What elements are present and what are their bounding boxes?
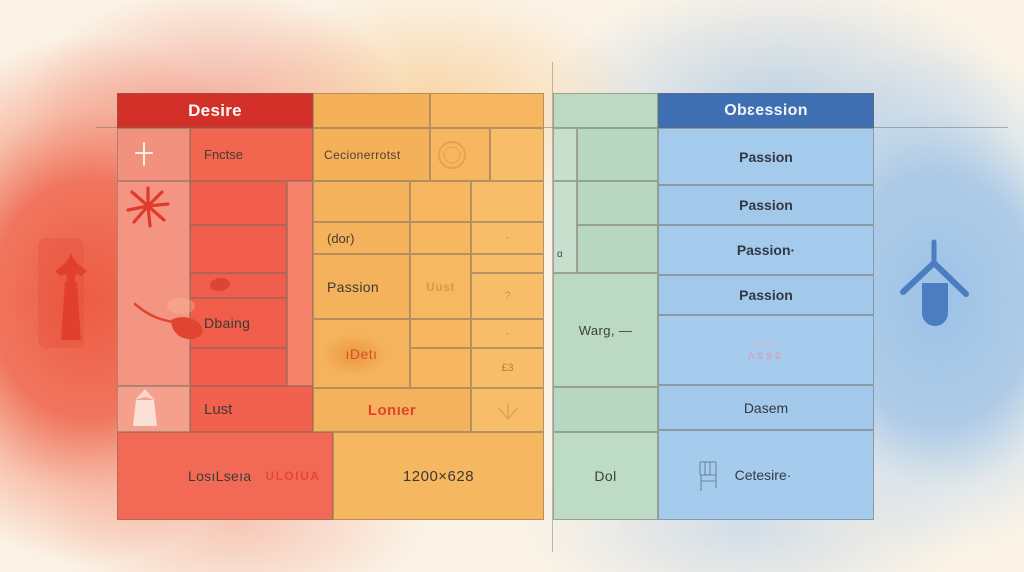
passion-cell-1: Passion bbox=[658, 128, 874, 185]
dot-cell-b: · bbox=[471, 319, 544, 348]
idet-cell: ıDetı bbox=[313, 319, 410, 388]
question-cell: ? bbox=[471, 273, 544, 319]
lust-cell: Lust bbox=[190, 386, 313, 432]
warg-cell: Warg, — bbox=[553, 273, 658, 387]
orange-blank-r2b bbox=[410, 181, 471, 222]
passion-label-2: Passion bbox=[739, 197, 793, 213]
dot-glyph-b: · bbox=[505, 327, 510, 340]
green-main-1 bbox=[577, 128, 658, 181]
orange-blank-r2a bbox=[313, 181, 410, 222]
bottom-red-cell: LosıLseıa ULOIUA bbox=[117, 432, 333, 520]
sparkle-cell bbox=[471, 388, 544, 432]
dol-label: Dol bbox=[594, 468, 617, 484]
obsession-title: Obɛession bbox=[724, 101, 808, 119]
header-blank-orange-b bbox=[430, 93, 544, 128]
a-glyph: ɑ bbox=[557, 249, 563, 260]
passion-label-3: Passion· bbox=[736, 242, 796, 258]
desire-title: Desire bbox=[188, 100, 242, 120]
red-blank-1 bbox=[190, 181, 287, 225]
house-hanger-icon bbox=[900, 239, 969, 326]
passion-label-1: Passion bbox=[739, 148, 793, 165]
circle-icon-cell bbox=[430, 128, 490, 181]
orange-blank-r2c bbox=[471, 181, 544, 222]
green-blank-3 bbox=[553, 387, 658, 432]
passion-cell-2: Passion bbox=[658, 185, 874, 225]
orange-blank-r3b bbox=[410, 222, 471, 254]
cetesire-label: Cetesire· bbox=[734, 467, 792, 483]
passion-cell-4: Passion bbox=[658, 275, 874, 315]
dbaing-label: Dbaing bbox=[204, 315, 251, 331]
green-main-2b bbox=[577, 225, 658, 273]
passion-orange-cell: Passion bbox=[313, 254, 410, 319]
dasem-cell: Dasem bbox=[658, 385, 874, 430]
green-main-2a bbox=[577, 181, 658, 225]
uust-label: Uust bbox=[426, 279, 455, 294]
warg-label: Warg, — bbox=[578, 322, 633, 338]
red-light-strip bbox=[287, 181, 313, 386]
sparkle-icon bbox=[497, 403, 518, 420]
idet-label: ıDetı bbox=[345, 345, 378, 362]
arrow-up-icon bbox=[55, 252, 87, 340]
dor-label: (dor) bbox=[327, 230, 355, 246]
e3-cell: £3 bbox=[471, 348, 544, 388]
cetesire-group: Cetesire· bbox=[697, 457, 792, 493]
fnctse-label: Fnctse bbox=[204, 147, 244, 162]
loner-cell: Lonıer bbox=[313, 388, 471, 432]
dor-cell: (dor) bbox=[313, 222, 410, 254]
dbaing-cell: Dbaing bbox=[190, 298, 287, 348]
size-cell: 1200×628 bbox=[333, 432, 544, 520]
bottom-red-label: ULOIUA bbox=[265, 469, 321, 483]
passion-cell-3: Passion· bbox=[658, 225, 874, 275]
faint-pink-stack: ıılılı ʌssɕ bbox=[659, 339, 873, 362]
droplet-swoosh-icon bbox=[133, 298, 203, 340]
cetesire-cell: Cetesire· bbox=[658, 430, 874, 520]
gift-bag-icon bbox=[133, 389, 157, 426]
plus-icon bbox=[135, 142, 153, 166]
cecionerrotst-label: Cecionerrotst bbox=[324, 147, 401, 162]
orange-blank-r1 bbox=[490, 128, 544, 181]
icon-cell-plus bbox=[117, 128, 190, 181]
dol-cell: Dol bbox=[553, 432, 658, 520]
faint-pink-line-1: ıılılı bbox=[752, 338, 779, 349]
uust-cell: Uust bbox=[410, 254, 471, 319]
cecionerrotst-cell: Cecionerrotst bbox=[313, 128, 430, 181]
passion-label-4: Passion bbox=[739, 287, 793, 303]
dot-cell-a: · bbox=[471, 222, 544, 254]
faint-pink-cell: ıılılı ʌssɕ bbox=[658, 315, 874, 385]
circle-outline-icon bbox=[438, 140, 466, 169]
loner-label: Lonıer bbox=[367, 401, 417, 419]
red-blank-2 bbox=[190, 225, 287, 273]
passion-orange-label: Passion bbox=[327, 278, 379, 295]
icon-cell-tall bbox=[117, 181, 190, 386]
bottom-dark-label: LosıLseıa bbox=[188, 468, 252, 484]
dasem-label: Dasem bbox=[743, 399, 789, 416]
header-blank-orange-a bbox=[313, 93, 430, 128]
red-blob-cell bbox=[190, 273, 287, 298]
question-glyph: ? bbox=[504, 290, 511, 302]
red-blank-3 bbox=[190, 348, 287, 386]
fnctse-cell: Fnctse bbox=[190, 128, 313, 181]
obsession-header-cell: Obɛession bbox=[658, 93, 874, 128]
desire-header-cell: Desire bbox=[117, 93, 313, 128]
chair-sketch-icon bbox=[698, 461, 717, 491]
green-strip-1 bbox=[553, 128, 577, 181]
header-extension-line bbox=[96, 127, 1008, 128]
e3-glyph: £3 bbox=[501, 362, 514, 374]
orange-blank-r4c bbox=[471, 254, 544, 273]
dot-glyph-a: · bbox=[505, 232, 510, 244]
starburst-icon bbox=[126, 186, 170, 228]
header-blank-green bbox=[553, 93, 658, 128]
faint-pink-line-2: ʌssɕ bbox=[748, 347, 784, 362]
green-strip-2: ɑ bbox=[553, 181, 577, 273]
column-gap-line bbox=[552, 62, 553, 552]
orange-blank-r5b1 bbox=[410, 319, 471, 348]
size-label: 1200×628 bbox=[402, 467, 475, 485]
lust-label: Lust bbox=[204, 400, 233, 418]
orange-blank-r5b2 bbox=[410, 348, 471, 388]
